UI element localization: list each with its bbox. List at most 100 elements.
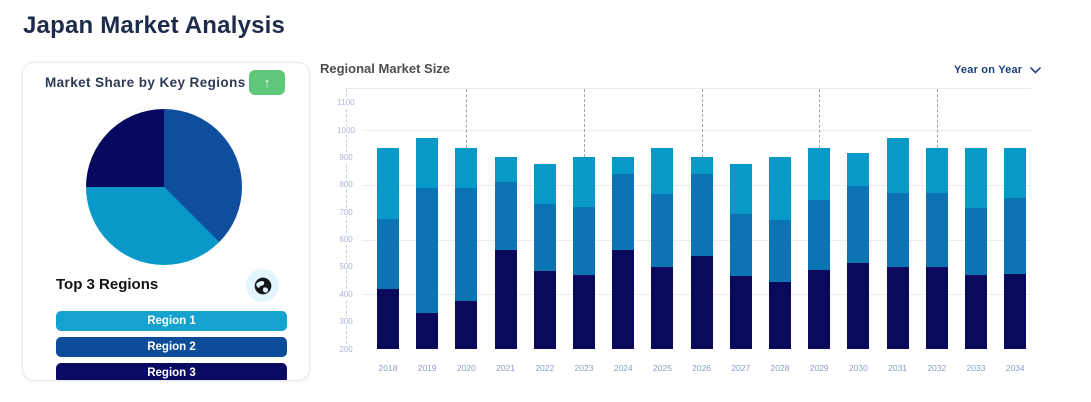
globe-icon — [253, 276, 273, 296]
gridline — [346, 130, 1031, 132]
bar-segment — [377, 147, 399, 219]
bar-segment — [769, 220, 791, 282]
bar-segment — [573, 157, 595, 207]
x-tick-label: 2020 — [456, 363, 476, 373]
bar-segment — [847, 186, 870, 263]
bar-segment — [416, 138, 439, 188]
x-tick-label: 2033 — [966, 363, 986, 373]
y-tick-label: 1100 — [330, 98, 362, 108]
x-tick-label: 2026 — [692, 363, 712, 373]
y-tick-label: 500 — [330, 262, 362, 272]
bar-segment — [651, 194, 674, 267]
bar-segment — [1004, 198, 1027, 274]
bar-segment — [533, 271, 556, 349]
region-3-button[interactable]: Region 3 — [56, 363, 287, 380]
bar-segment — [533, 203, 556, 271]
pie-chart — [86, 109, 242, 265]
bar-segment — [847, 262, 870, 349]
x-tick-label: 2025 — [652, 363, 672, 373]
bar-segment — [1004, 147, 1027, 199]
y-tick-label: 700 — [330, 207, 362, 217]
bar-segment — [965, 208, 987, 276]
dashed-marker-line — [701, 89, 703, 158]
x-tick-label: 2032 — [927, 363, 947, 373]
bar-segment — [1004, 273, 1027, 349]
x-tick-label: 2022 — [535, 363, 555, 373]
dashed-marker-line — [819, 89, 821, 148]
bar-segment — [886, 193, 909, 267]
bar-segment — [612, 250, 635, 349]
bar-segment — [690, 157, 713, 174]
bar-segment — [690, 255, 713, 349]
y-tick-label: 800 — [330, 180, 362, 190]
x-tick-label: 2028 — [770, 363, 790, 373]
bar-segment — [612, 173, 635, 251]
year-on-year-dropdown[interactable]: Year on Year — [952, 62, 1043, 78]
bar-segment — [612, 157, 635, 174]
y-tick-label: 200 — [330, 344, 362, 354]
dashed-marker-line — [584, 89, 585, 158]
bar-segment — [573, 275, 595, 349]
up-arrow-icon: ↑ — [263, 75, 271, 90]
bar-segment — [651, 147, 674, 195]
x-tick-label: 2024 — [613, 363, 633, 373]
gridline — [346, 239, 1031, 241]
bar-segment — [494, 157, 517, 183]
bar-segment — [808, 147, 831, 200]
year-on-year-label: Year on Year — [954, 64, 1023, 76]
region-3-label: Region 3 — [147, 367, 196, 379]
bar-segment — [925, 266, 948, 349]
chevron-down-icon — [1030, 66, 1042, 74]
y-tick-label: 600 — [330, 235, 362, 245]
x-tick-label: 2027 — [731, 363, 751, 373]
bar-segment — [416, 313, 439, 349]
market-share-card-title: Market Share by Key Regions — [45, 75, 246, 90]
bar-segment — [965, 147, 987, 209]
y-axis-line — [346, 89, 347, 349]
x-tick-label: 2021 — [496, 363, 516, 373]
stacked-bar-chart: 200 300 400 500 600 700 800 900 1000 1100 2018 2019… — [330, 88, 1031, 373]
region-1-button[interactable]: Region 1 — [56, 311, 287, 331]
bar-segment — [651, 266, 674, 349]
x-tick-label: 2030 — [848, 363, 868, 373]
bar-segment — [847, 153, 870, 187]
x-tick-label: 2029 — [809, 363, 829, 373]
page-title: Japan Market Analysis — [23, 12, 286, 39]
x-tick-label: 2018 — [378, 363, 398, 373]
gridline — [346, 294, 1031, 296]
y-tick-label: 400 — [330, 289, 362, 299]
bar-segment — [886, 138, 909, 193]
y-tick-label: 900 — [330, 152, 362, 162]
region-2-button[interactable]: Region 2 — [56, 337, 287, 357]
bar-segment — [808, 269, 831, 349]
bar-segment — [925, 193, 948, 267]
bar-segment — [769, 281, 791, 349]
region-2-label: Region 2 — [147, 341, 196, 353]
bar-segment — [494, 250, 517, 349]
bar-segment — [925, 147, 948, 193]
gridline — [346, 184, 1031, 186]
bar-segment — [690, 173, 713, 256]
dashed-marker-line — [936, 89, 938, 148]
bar-segment — [377, 288, 399, 349]
bar-segment — [455, 187, 478, 302]
x-tick-label: 2023 — [574, 363, 594, 373]
bar-segment — [455, 147, 478, 188]
bar-segment — [729, 164, 752, 214]
bar-segment — [573, 206, 595, 276]
globe-button[interactable] — [246, 269, 279, 302]
bar-segment — [886, 266, 909, 349]
bar-segment — [729, 213, 752, 277]
y-tick-label: 1000 — [330, 125, 362, 135]
bar-segment — [965, 275, 987, 349]
market-share-card: Market Share by Key Regions ↑ Top 3 Regi… — [22, 62, 310, 381]
x-tick-label: 2034 — [1005, 363, 1025, 373]
market-size-chart-title: Regional Market Size — [320, 61, 451, 76]
export-up-button[interactable]: ↑ — [249, 70, 285, 95]
dashed-marker-line — [466, 89, 468, 148]
bar-segment — [729, 276, 752, 349]
x-tick-label: 2031 — [888, 363, 908, 373]
bar-segment — [416, 187, 439, 314]
bar-segment — [769, 157, 791, 221]
